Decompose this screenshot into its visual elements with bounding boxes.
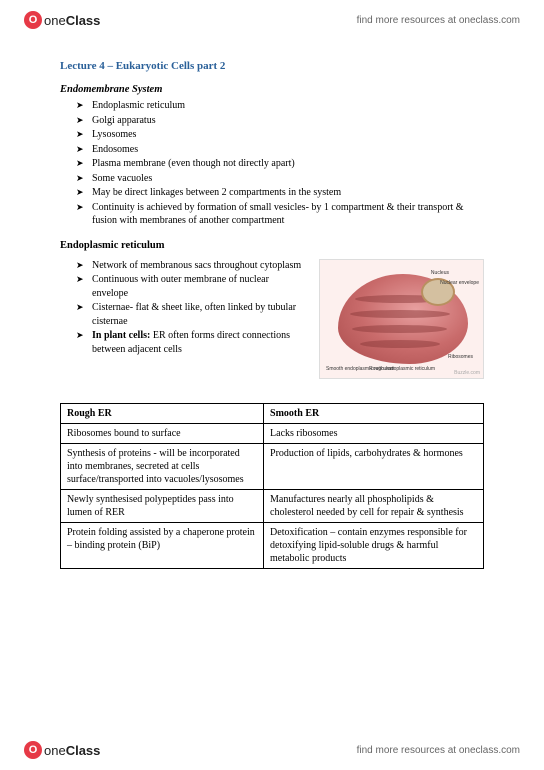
er-diagram: Nucleus Nuclear envelope Ribosomes Rough… (319, 259, 484, 379)
diagram-label-smooth: Smooth endoplasmic reticulum (326, 366, 394, 372)
table-cell: Manufactures nearly all phospholipids & … (264, 489, 484, 522)
brand-logo: O oneClass (24, 11, 100, 29)
er-comparison-table: Rough ER Smooth ER Ribosomes bound to su… (60, 403, 484, 569)
footer-tagline: find more resources at oneclass.com (357, 745, 520, 756)
table-header-smooth: Smooth ER (264, 403, 484, 423)
er-heading: Endoplasmic reticulum (60, 240, 484, 251)
table-cell: Ribosomes bound to surface (61, 423, 264, 443)
er-stripe (352, 325, 447, 333)
diagram-label-envelope: Nuclear envelope (440, 280, 479, 286)
table-header-rough: Rough ER (61, 403, 264, 423)
brand-logo-footer: O oneClass (24, 741, 100, 759)
logo-word-one: one (44, 13, 66, 28)
table-cell: Newly synthesised polypeptides pass into… (61, 489, 264, 522)
list-item: May be direct linkages between 2 compart… (92, 186, 484, 200)
logo-word-class: Class (66, 13, 101, 28)
diagram-label-nucleus: Nucleus (431, 270, 449, 276)
list-item: Continuity is achieved by formation of s… (92, 201, 484, 228)
er-stripe (350, 310, 450, 318)
table-row: Synthesis of proteins - will be incorpor… (61, 443, 484, 489)
list-item: Plasma membrane (even though not directl… (92, 157, 484, 171)
list-item: Network of membranous sacs throughout cy… (92, 259, 307, 273)
table-cell: Production of lipids, carbohydrates & ho… (264, 443, 484, 489)
document-content: Lecture 4 – Eukaryotic Cells part 2 Endo… (0, 40, 544, 569)
er-row: Network of membranous sacs throughout cy… (60, 259, 484, 379)
logo-text: oneClass (44, 743, 100, 758)
table-cell: Lacks ribosomes (264, 423, 484, 443)
list-item: Golgi apparatus (92, 114, 484, 128)
logo-word-one: one (44, 743, 66, 758)
endomembrane-list: Endoplasmic reticulum Golgi apparatus Ly… (60, 99, 484, 228)
list-item: Cisternae- flat & sheet like, often link… (92, 301, 307, 328)
diagram-credit: Buzzle.com (454, 370, 480, 376)
table-cell: Synthesis of proteins - will be incorpor… (61, 443, 264, 489)
endomembrane-heading: Endomembrane System (60, 84, 484, 95)
er-list: Network of membranous sacs throughout cy… (60, 259, 307, 357)
diagram-label-ribosomes: Ribosomes (448, 354, 473, 360)
list-item: Endoplasmic reticulum (92, 99, 484, 113)
logo-word-class: Class (66, 743, 101, 758)
er-stripe (360, 340, 440, 348)
logo-icon: O (24, 741, 42, 759)
page-header: O oneClass find more resources at onecla… (0, 0, 544, 40)
table-cell: Protein folding assisted by a chaperone … (61, 522, 264, 568)
list-item: Lysosomes (92, 128, 484, 142)
table-header-row: Rough ER Smooth ER (61, 403, 484, 423)
logo-text: oneClass (44, 13, 100, 28)
plant-cells-prefix: In plant cells: (92, 330, 150, 341)
logo-icon: O (24, 11, 42, 29)
header-tagline: find more resources at oneclass.com (357, 15, 520, 26)
list-item: Some vacuoles (92, 172, 484, 186)
table-cell: Detoxification – contain enzymes respons… (264, 522, 484, 568)
list-item: Endosomes (92, 143, 484, 157)
page-footer: O oneClass find more resources at onecla… (0, 730, 544, 770)
list-item: Continuous with outer membrane of nuclea… (92, 273, 307, 300)
list-item: In plant cells: ER often forms direct co… (92, 329, 307, 356)
er-text-block: Network of membranous sacs throughout cy… (60, 259, 307, 367)
lecture-title: Lecture 4 – Eukaryotic Cells part 2 (60, 60, 484, 72)
table-row: Ribosomes bound to surface Lacks ribosom… (61, 423, 484, 443)
table-row: Protein folding assisted by a chaperone … (61, 522, 484, 568)
table-row: Newly synthesised polypeptides pass into… (61, 489, 484, 522)
